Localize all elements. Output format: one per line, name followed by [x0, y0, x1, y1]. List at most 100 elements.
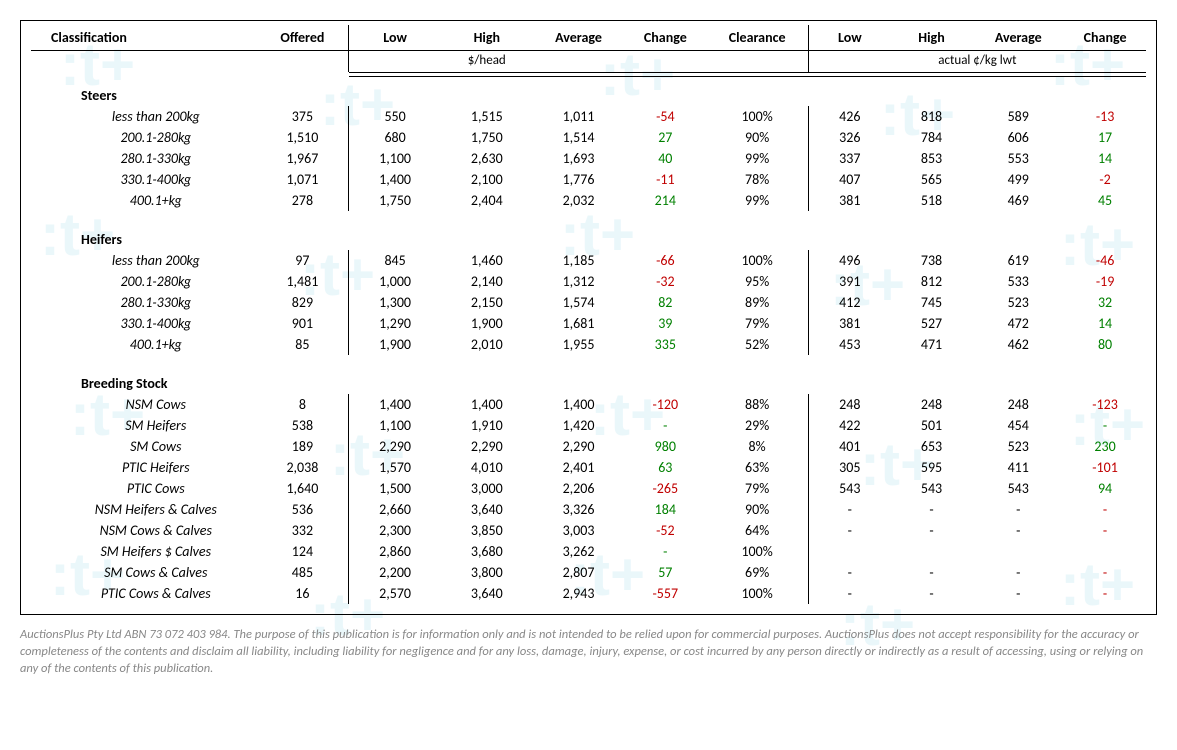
- offered-cell: 8: [257, 394, 349, 415]
- classification-cell: PTIC Cows & Calves: [31, 583, 257, 604]
- change-cell: 80: [1064, 334, 1146, 355]
- spacer-row: [31, 355, 1146, 365]
- classification-cell: 200.1-280kg: [31, 127, 257, 148]
- low2-cell: 412: [808, 292, 890, 313]
- high1-cell: 2,150: [441, 292, 533, 313]
- high1-cell: 1,515: [441, 106, 533, 127]
- change-cell: -: [624, 541, 706, 562]
- avg2-cell: 454: [972, 415, 1064, 436]
- clearance-cell: 63%: [706, 457, 808, 478]
- avg1-cell: 2,807: [533, 562, 625, 583]
- low2-cell: -: [808, 499, 890, 520]
- change-cell: -2: [1064, 169, 1146, 190]
- low1-cell: 1,500: [349, 478, 441, 499]
- high1-cell: 1,400: [441, 394, 533, 415]
- high1-cell: 3,640: [441, 583, 533, 604]
- low1-cell: 2,200: [349, 562, 441, 583]
- col-offered: Offered: [257, 25, 349, 51]
- high2-cell: -: [891, 520, 973, 541]
- high2-cell: 565: [891, 169, 973, 190]
- offered-cell: 485: [257, 562, 349, 583]
- clearance-cell: 99%: [706, 148, 808, 169]
- high1-cell: 1,910: [441, 415, 533, 436]
- avg1-cell: 1,011: [533, 106, 625, 127]
- high1-cell: 3,680: [441, 541, 533, 562]
- market-table-container: Classification Offered Low High Average …: [20, 20, 1157, 615]
- low2-cell: 248: [808, 394, 890, 415]
- change-cell: 94: [1064, 478, 1146, 499]
- classification-cell: 400.1+kg: [31, 334, 257, 355]
- avg1-cell: 1,400: [533, 394, 625, 415]
- low2-cell: [808, 541, 890, 562]
- clearance-cell: 8%: [706, 436, 808, 457]
- high2-cell: 812: [891, 271, 973, 292]
- classification-cell: SM Cows & Calves: [31, 562, 257, 583]
- clearance-cell: 69%: [706, 562, 808, 583]
- change-cell: -101: [1064, 457, 1146, 478]
- table-row: 330.1-400kg1,0711,4002,1001,776-1178%407…: [31, 169, 1146, 190]
- change-cell: -123: [1064, 394, 1146, 415]
- classification-cell: NSM Cows: [31, 394, 257, 415]
- section-title: Heifers: [31, 221, 1146, 250]
- low2-cell: 305: [808, 457, 890, 478]
- avg2-cell: 589: [972, 106, 1064, 127]
- change-cell: -557: [624, 583, 706, 604]
- high2-cell: 595: [891, 457, 973, 478]
- offered-cell: 829: [257, 292, 349, 313]
- change-cell: 32: [1064, 292, 1146, 313]
- avg1-cell: 2,943: [533, 583, 625, 604]
- change-cell: [1064, 541, 1146, 562]
- avg1-cell: 2,290: [533, 436, 625, 457]
- classification-cell: 330.1-400kg: [31, 313, 257, 334]
- col-avg2: Average: [972, 25, 1064, 51]
- low2-cell: 407: [808, 169, 890, 190]
- low2-cell: 453: [808, 334, 890, 355]
- avg1-cell: 2,401: [533, 457, 625, 478]
- change-cell: -11: [624, 169, 706, 190]
- clearance-cell: 79%: [706, 313, 808, 334]
- avg2-cell: [972, 541, 1064, 562]
- high2-cell: 518: [891, 190, 973, 211]
- high2-cell: 853: [891, 148, 973, 169]
- offered-cell: 332: [257, 520, 349, 541]
- change-cell: -66: [624, 250, 706, 271]
- high2-cell: 818: [891, 106, 973, 127]
- low2-cell: 326: [808, 127, 890, 148]
- avg1-cell: 1,681: [533, 313, 625, 334]
- low2-cell: 391: [808, 271, 890, 292]
- low2-cell: -: [808, 562, 890, 583]
- avg1-cell: 1,312: [533, 271, 625, 292]
- col-change2: Change: [1064, 25, 1146, 51]
- high2-cell: 745: [891, 292, 973, 313]
- change-cell: -: [1064, 415, 1146, 436]
- change-cell: -: [624, 415, 706, 436]
- avg1-cell: 1,693: [533, 148, 625, 169]
- change-cell: -: [1064, 583, 1146, 604]
- high1-cell: 1,460: [441, 250, 533, 271]
- low1-cell: 1,100: [349, 148, 441, 169]
- table-row: NSM Heifers & Calves5362,6603,6403,32618…: [31, 499, 1146, 520]
- col-low2: Low: [808, 25, 890, 51]
- low2-cell: 426: [808, 106, 890, 127]
- section-header: Steers: [31, 77, 1146, 106]
- change-cell: 39: [624, 313, 706, 334]
- low1-cell: 680: [349, 127, 441, 148]
- subheader-perhead: $/head: [441, 51, 533, 73]
- low1-cell: 1,100: [349, 415, 441, 436]
- col-high1: High: [441, 25, 533, 51]
- change-cell: 980: [624, 436, 706, 457]
- classification-cell: NSM Cows & Calves: [31, 520, 257, 541]
- offered-cell: 278: [257, 190, 349, 211]
- avg1-cell: 3,003: [533, 520, 625, 541]
- low2-cell: 543: [808, 478, 890, 499]
- change-cell: 82: [624, 292, 706, 313]
- table-row: NSM Cows & Calves3322,3003,8503,003-5264…: [31, 520, 1146, 541]
- low2-cell: -: [808, 583, 890, 604]
- high1-cell: 2,010: [441, 334, 533, 355]
- high2-cell: 784: [891, 127, 973, 148]
- offered-cell: 538: [257, 415, 349, 436]
- change-cell: 17: [1064, 127, 1146, 148]
- high2-cell: -: [891, 499, 973, 520]
- high1-cell: 1,900: [441, 313, 533, 334]
- classification-cell: SM Heifers $ Calves: [31, 541, 257, 562]
